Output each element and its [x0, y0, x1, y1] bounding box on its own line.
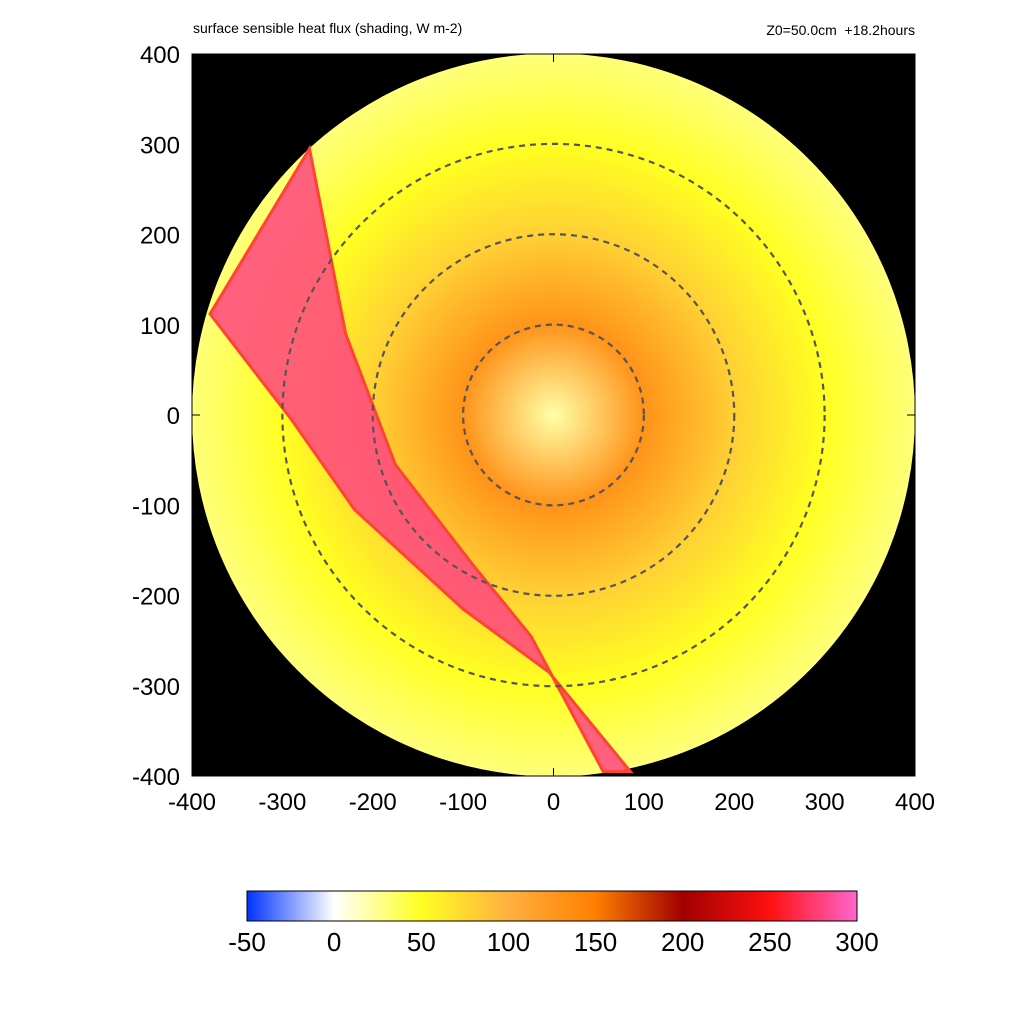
- y-tick-label: -300: [132, 674, 180, 701]
- axes: -400 -300 -200 -100 0 100 200 300 400 400 300 200 10…: [132, 42, 935, 816]
- x-tick-label: -400: [168, 789, 216, 816]
- x-tick-label: -100: [439, 789, 487, 816]
- y-tick-label: 0: [167, 403, 180, 430]
- y-tick-label: 300: [140, 132, 180, 159]
- colorbar-tick-label: 100: [487, 927, 530, 957]
- y-tick-label: -400: [132, 764, 180, 791]
- colorbar-tick-label: 150: [574, 927, 617, 957]
- y-tick-label: 400: [140, 42, 180, 69]
- y-tick-label: 100: [140, 313, 180, 340]
- colorbar-tick-label: 300: [835, 927, 878, 957]
- x-tick-label: 0: [547, 789, 560, 816]
- x-tick-label: 300: [805, 789, 845, 816]
- colorbar-tick-label: 200: [661, 927, 704, 957]
- land-strip: [208, 144, 634, 773]
- x-tick-label: 400: [895, 789, 935, 816]
- x-tick-label: 200: [714, 789, 754, 816]
- colorbar-tick-label: -50: [228, 927, 266, 957]
- chart-title: surface sensible heat flux (shading, W m…: [193, 20, 463, 36]
- y-tick-label: 200: [140, 223, 180, 250]
- flux-field: [192, 54, 915, 776]
- colorbar: -50 0 50 100 150 200 250 300: [228, 890, 879, 957]
- y-tick-label: -100: [132, 493, 180, 520]
- colorbar-tick-label: 0: [327, 927, 341, 957]
- colorbar-tick-label: 250: [748, 927, 791, 957]
- radius-circle-300: [281, 142, 826, 688]
- chart-info: Z0=50.0cm +18.2hours: [766, 22, 915, 38]
- y-tick-label: -200: [132, 584, 180, 611]
- colorbar-tick-label: 50: [407, 927, 436, 957]
- colorbar-bar: [246, 890, 858, 922]
- x-tick-label: -300: [258, 789, 306, 816]
- radius-circle-200: [371, 233, 736, 597]
- radius-circle-100: [462, 323, 645, 507]
- plot-area: [192, 54, 915, 776]
- x-tick-label: 100: [624, 789, 664, 816]
- x-tick-label: -200: [349, 789, 397, 816]
